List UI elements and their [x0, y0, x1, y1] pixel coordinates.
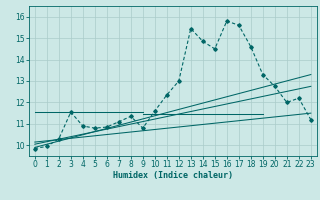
X-axis label: Humidex (Indice chaleur): Humidex (Indice chaleur)	[113, 171, 233, 180]
